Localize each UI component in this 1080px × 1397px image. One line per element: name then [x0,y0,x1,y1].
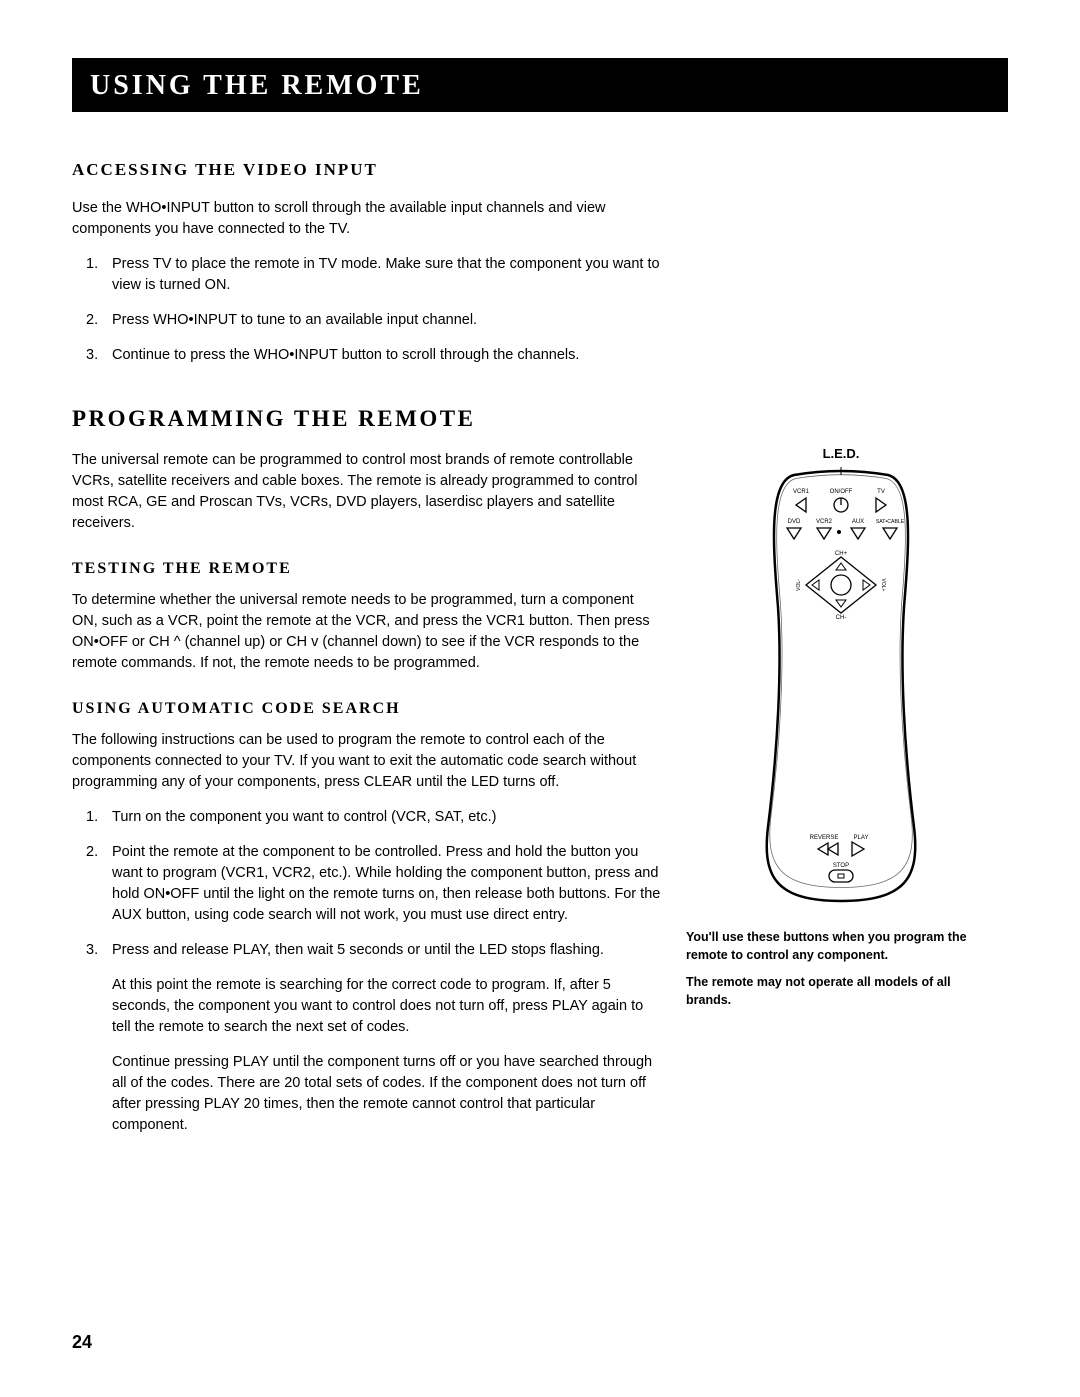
label-chup: CH+ [835,551,848,557]
sidebar-column: L.E.D. VCR1 ON/OFF TV [686,160,996,1150]
sidebar-caption-2: The remote may not operate all models of… [686,974,996,1009]
label-stop: STOP [833,863,849,869]
label-tv: TV [877,489,885,495]
list-item: Turn on the component you want to contro… [72,807,662,828]
label-dvd: DVD [788,519,801,525]
label-vcr1: VCR1 [793,489,810,495]
step3-text: Press and release PLAY, then wait 5 seco… [112,942,604,958]
remote-illustration: VCR1 ON/OFF TV DVD VCR2 AUX SAT•CABLE [746,467,936,907]
main-column: Accessing the Video Input Use the WHO•IN… [72,160,662,1150]
step3-cont2: Continue pressing PLAY until the compone… [112,1052,662,1136]
heading-access: Accessing the Video Input [72,160,662,180]
led-dot-icon [837,530,841,534]
access-intro: Use the WHO•INPUT button to scroll throu… [72,198,662,240]
label-volup: VOL+ [880,579,886,592]
remote-svg: VCR1 ON/OFF TV DVD VCR2 AUX SAT•CABLE [746,467,936,907]
label-satcable: SAT•CABLE [876,519,905,525]
label-aux: AUX [852,519,864,525]
led-label: L.E.D. [686,446,996,461]
access-steps: Press TV to place the remote in TV mode.… [72,254,662,366]
step3-cont1: At this point the remote is searching fo… [112,975,662,1038]
autosearch-intro: The following instructions can be used t… [72,730,662,793]
testing-body: To determine whether the universal remot… [72,590,662,674]
list-item: Point the remote at the component to be … [72,842,662,926]
label-onoff: ON/OFF [830,489,853,495]
label-vcr2: VCR2 [816,519,833,525]
page-title-bar: Using the Remote [72,58,1008,112]
label-voldown: VOL- [796,579,802,591]
list-item: Continue to press the WHO•INPUT button t… [72,345,662,366]
autosearch-steps: Turn on the component you want to contro… [72,807,662,1136]
label-chdown: CH- [836,615,847,621]
list-item: Press TV to place the remote in TV mode.… [72,254,662,296]
page-number: 24 [72,1332,92,1353]
sidebar-caption-1: You'll use these buttons when you progra… [686,929,996,964]
stop-button-icon [829,870,853,882]
label-play: PLAY [854,835,869,841]
list-item: Press WHO•INPUT to tune to an available … [72,310,662,331]
list-item: Press and release PLAY, then wait 5 seco… [72,940,662,1136]
page-title: Using the Remote [90,70,424,101]
label-reverse: REVERSE [810,835,839,841]
heading-testing: Testing the Remote [72,560,662,578]
heading-autosearch: Using Automatic Code Search [72,700,662,718]
program-intro: The universal remote can be programmed t… [72,450,662,534]
heading-program: Programming the Remote [72,406,662,432]
